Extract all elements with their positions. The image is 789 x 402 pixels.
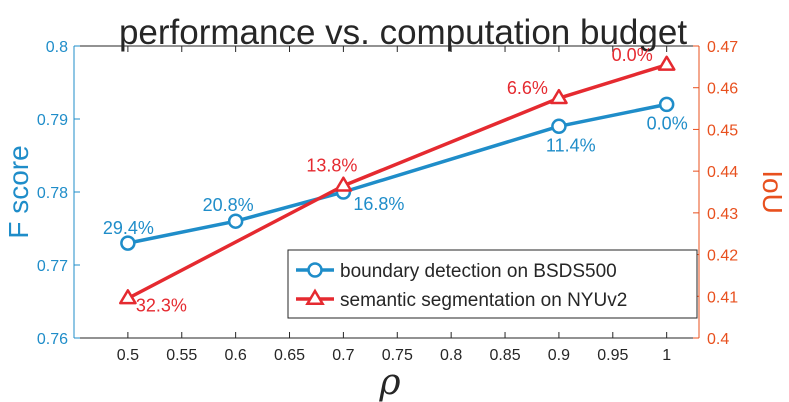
data-label: 11.4% [546,135,596,155]
series-1-point [658,96,675,113]
data-label: 16.8% [353,194,404,214]
legend-label-2: semantic segmentation on NYUv2 [340,290,627,311]
x-tick-label: 0.75 [382,347,413,364]
y-right-tick-label: 0.44 [707,164,738,181]
y-axis-right-label: IoU [757,170,788,214]
legend-label-1: boundary detection on BSDS500 [340,261,617,282]
series-2-point [657,55,676,71]
y-left-tick-label: 0.77 [37,258,68,275]
y-right-tick-label: 0.47 [707,39,738,56]
data-label: 6.6% [507,78,548,98]
series-line-1 [127,102,668,245]
series-line-2 [127,63,668,300]
data-label: 0.0% [612,45,653,65]
y-left-tick-label: 0.8 [46,39,68,56]
series-2-point [334,176,353,192]
data-label: 32.3% [136,295,187,315]
y-axis-left-label: F score [3,145,34,238]
series-1-point [551,118,567,135]
y-right-tick-label: 0.4 [707,331,729,348]
x-tick-label: 0.5 [117,347,139,364]
data-label: 29.4% [103,218,154,238]
data-label: 0.0% [647,113,688,133]
legend-marker-2 [305,288,325,306]
y-right-tick-label: 0.46 [707,81,738,98]
x-tick-label: 0.95 [597,347,628,364]
x-axis-label: ρ [378,362,400,402]
legend-box [287,249,698,319]
legend-marker-1 [307,262,323,278]
series-2-point [119,289,137,305]
data-labels: 29.4% 20.8% 16.8% 11.4% 0.0% 32.3% 13.8% 6.6% 0.… [103,45,688,316]
series-lines [119,55,676,305]
axes: 0.5 0.55 0.6 0.65 0.7 0.75 0.8 0.85 0.9 0.95 1 0.76… [37,39,738,364]
y-right-tick-label: 0.45 [707,122,738,139]
data-label: 20.8% [203,195,254,215]
x-tick-label: 0.85 [489,347,520,364]
legend: boundary detection on BSDS500 semantic se… [287,249,698,319]
x-tick-label: 1 [662,347,671,364]
y-left-tick-label: 0.79 [37,112,68,129]
x-tick-label: 0.65 [274,347,305,364]
series-1-point [120,235,136,251]
y-right-tick-label: 0.41 [707,289,738,306]
y-left-tick-label: 0.76 [37,331,68,348]
x-tick-label: 0.55 [166,347,197,364]
series-1-point [227,213,244,229]
x-tick-label: 0.6 [225,347,247,364]
y-right-tick-label: 0.42 [707,248,738,265]
series-2-point [550,88,568,105]
data-label: 13.8% [306,156,357,176]
y-left-tick-label: 0.78 [37,185,68,202]
x-tick-label: 0.7 [332,347,354,364]
y-right-tick-label: 0.43 [707,206,738,223]
x-tick-label: 0.8 [440,347,462,364]
x-tick-label: 0.9 [548,347,570,364]
